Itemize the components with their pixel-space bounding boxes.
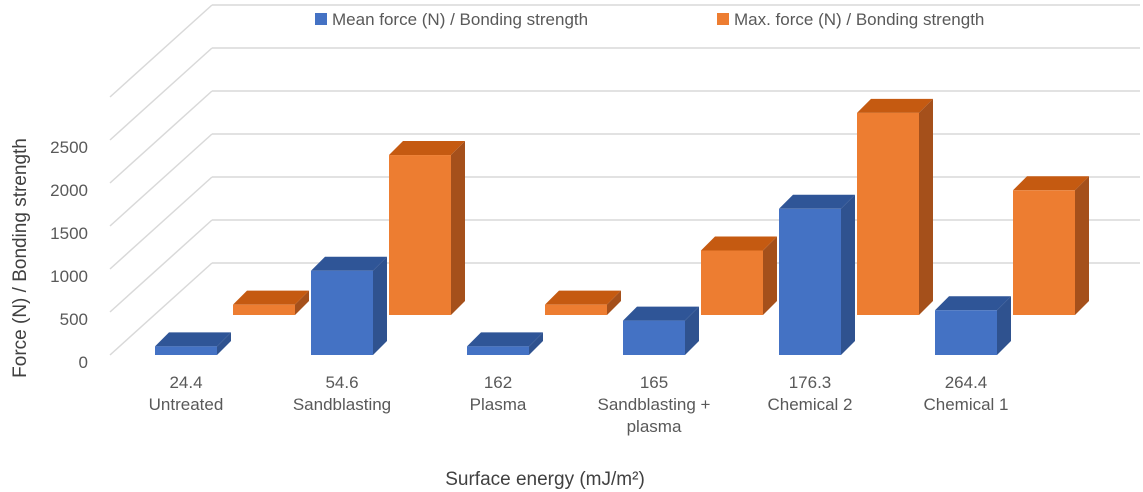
bar-side	[607, 290, 621, 315]
legend-item: Mean force (N) / Bonding strength	[315, 10, 588, 29]
y-tick-label: 0	[79, 353, 88, 372]
bar-series-1	[467, 332, 543, 355]
bar-top	[779, 194, 855, 209]
bar-top	[623, 306, 699, 321]
bars	[155, 98, 1089, 355]
bar-series-2	[233, 290, 309, 315]
gridline-diagonal	[109, 47, 213, 141]
bar-side	[841, 194, 855, 355]
gridline-diagonal	[109, 4, 213, 98]
bar-side	[763, 236, 777, 315]
bar-front	[935, 310, 997, 355]
bar-front	[1013, 190, 1075, 315]
x-tick-label: 54.6 Sandblasting	[293, 373, 391, 414]
x-tick-label: 264.4 Chemical 1	[923, 373, 1008, 414]
bar-top	[311, 256, 387, 271]
bar-top	[1013, 176, 1089, 191]
bar-series-2	[389, 141, 465, 315]
bar-front	[545, 304, 607, 315]
gridline-diagonal	[109, 219, 213, 313]
bar-side	[997, 296, 1011, 355]
bar-side	[685, 306, 699, 355]
gridlines	[109, 4, 1140, 356]
bar-series-1	[155, 332, 231, 355]
bar-series-1	[311, 256, 387, 355]
bar-side	[529, 332, 543, 355]
gridline-diagonal	[109, 262, 213, 356]
x-tick-label: 176.3 Chemical 2	[767, 373, 852, 414]
bar-front	[779, 208, 841, 355]
legend-item: Max. force (N) / Bonding strength	[717, 10, 984, 29]
bar-front	[467, 346, 529, 355]
bar-side	[295, 290, 309, 315]
bar-top	[857, 98, 933, 113]
x-tick-label: 165 Sandblasting + plasma	[598, 373, 711, 436]
bar-top	[467, 332, 543, 347]
y-tick-label: 2000	[50, 181, 88, 200]
bar-series-1	[623, 306, 699, 355]
gridline-diagonal	[109, 133, 213, 227]
x-tick-label: 162 Plasma	[470, 373, 527, 414]
legend-swatch	[315, 13, 327, 25]
bar-front	[389, 155, 451, 315]
bar-front	[857, 112, 919, 316]
x-axis-title: Surface energy (mJ/m²)	[445, 469, 645, 490]
bar-series-2	[857, 98, 933, 316]
y-axis-title: Force (N) / Bonding strength	[10, 138, 31, 378]
x-axis-category-labels: 24.4 Untreated 54.6 Sandblasting 162 Plasma 16…	[149, 373, 1009, 436]
bar-front	[155, 346, 217, 355]
bar-front	[233, 304, 295, 315]
bar-top	[701, 236, 777, 251]
bar-top	[545, 290, 621, 305]
bar-front	[311, 270, 373, 355]
bar-side	[919, 98, 933, 316]
y-tick-label: 500	[60, 310, 88, 329]
bar-top	[389, 141, 465, 156]
legend-swatch	[717, 13, 729, 25]
bar-top	[233, 290, 309, 305]
y-tick-label: 1500	[50, 224, 88, 243]
bar-top	[935, 296, 1011, 311]
legend-label: Mean force (N) / Bonding strength	[332, 10, 588, 29]
gridline-diagonal	[109, 90, 213, 184]
legend-label: Max. force (N) / Bonding strength	[734, 10, 984, 29]
bar-side	[217, 332, 231, 355]
bar-side	[1075, 176, 1089, 315]
bar-series-2	[545, 290, 621, 315]
bar-series-1	[779, 194, 855, 355]
bar-series-2	[701, 236, 777, 315]
bar-side	[451, 141, 465, 315]
x-tick-label: 24.4 Untreated	[149, 373, 224, 414]
bar-side	[373, 256, 387, 355]
bar-front	[623, 320, 685, 355]
bar-top	[155, 332, 231, 347]
y-tick-label: 2500	[50, 138, 88, 157]
y-tick-label: 1000	[50, 267, 88, 286]
gridline-diagonal	[109, 176, 213, 270]
bar-series-2	[1013, 176, 1089, 315]
y-axis-ticks: 0 500 1000 1500 2000 2500	[50, 138, 88, 372]
bar-series-1	[935, 296, 1011, 355]
bar-front	[701, 250, 763, 315]
legend: Mean force (N) / Bonding strength Max. fo…	[315, 10, 984, 29]
